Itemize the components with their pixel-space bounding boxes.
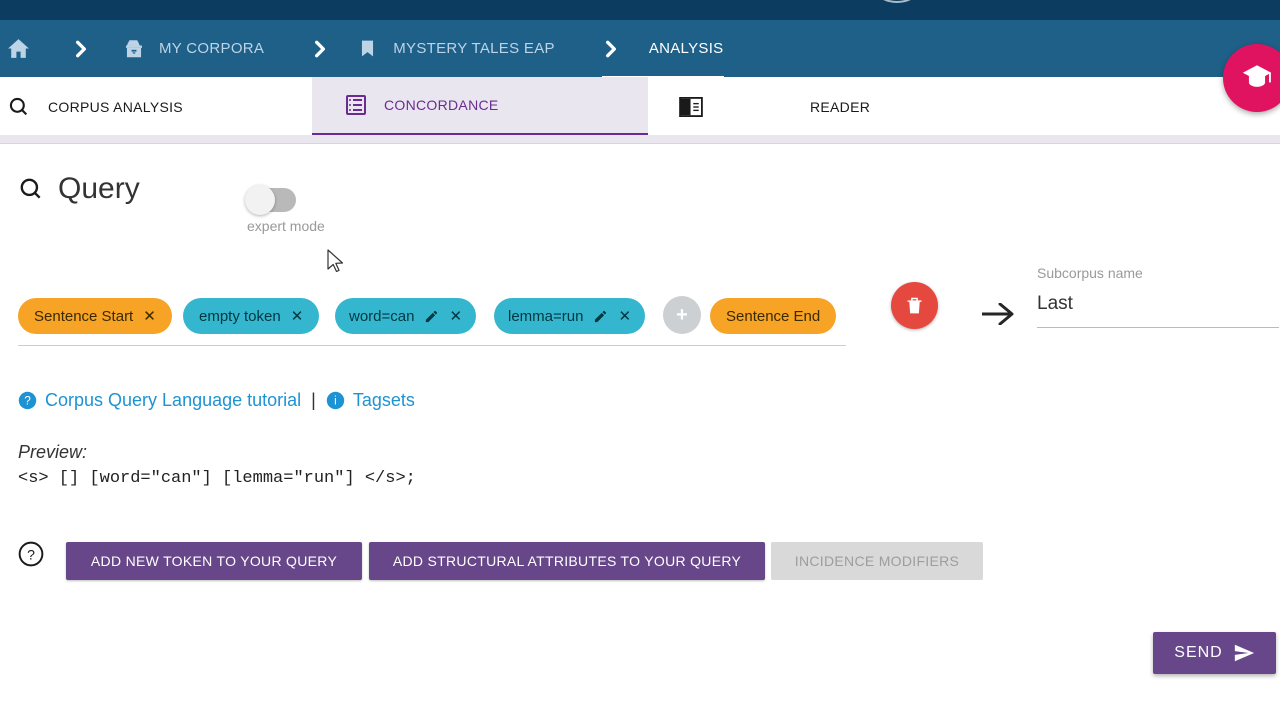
svg-text:i: i: [334, 393, 337, 407]
svg-text:?: ?: [27, 546, 35, 562]
svg-text:?: ?: [24, 393, 31, 407]
